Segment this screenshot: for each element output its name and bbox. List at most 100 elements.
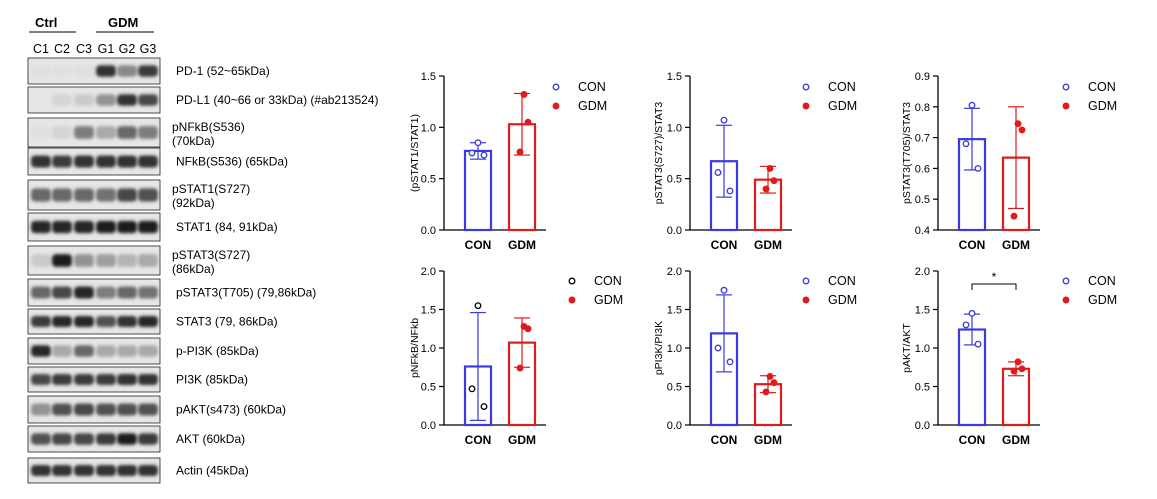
data-point-con: [726, 187, 734, 195]
data-point-con: [714, 169, 722, 176]
lane-label-c1: C1: [33, 42, 49, 56]
y-tick-label: 1.5: [915, 305, 930, 317]
data-point-con: [962, 140, 970, 148]
legend-marker-gdm: [802, 296, 810, 304]
blot-band: [31, 403, 51, 416]
blot-band: [96, 126, 116, 139]
data-point-gdm: [516, 364, 524, 372]
legend-marker-gdm: [1062, 296, 1070, 304]
data-point-con: [974, 164, 982, 172]
data-point-gdm: [524, 118, 532, 126]
blot-band: [74, 188, 94, 202]
chart-5: 0.0 0.5 1.0 1.5 2.0 pPI3K/PI3K CON GDM CON GDM: [653, 266, 857, 447]
legend-marker-gdm: [1062, 102, 1070, 110]
y-axis-label: pNFkB/NFkb: [409, 318, 421, 378]
x-tick-label: CON: [711, 433, 738, 447]
data-point-gdm: [1010, 212, 1018, 220]
x-tick-label: GDM: [508, 433, 536, 447]
blot-band: [138, 254, 158, 267]
chart-2: 0.0 0.5 1.0 1.5 pSTAT3(S727)/STAT3 CON GDM CON G…: [653, 71, 857, 252]
data-point-gdm: [520, 91, 528, 98]
x-tick-label: GDM: [508, 238, 536, 252]
blot-band: [52, 220, 72, 234]
blot-band: [31, 316, 51, 327]
data-point-gdm: [524, 325, 532, 333]
legend-marker-con: [1062, 277, 1070, 285]
lane-label-g2: G2: [119, 42, 136, 56]
blot-band: [117, 155, 137, 168]
x-tick-label: CON: [959, 238, 986, 252]
data-point-con: [480, 151, 488, 159]
data-point-con: [968, 101, 976, 109]
y-tick-label: 1.5: [667, 71, 682, 83]
y-tick-label: 0.9: [915, 71, 930, 83]
y-tick-label: 0.5: [667, 382, 682, 394]
y-tick-label: 0.6: [915, 163, 930, 175]
y-tick-label: 2.0: [421, 266, 436, 278]
legend-label-con: CON: [594, 274, 622, 288]
blot-band: [96, 220, 116, 234]
y-tick-label: 0.7: [915, 133, 930, 145]
x-tick-label: GDM: [1002, 433, 1030, 447]
y-tick-label: 2.0: [915, 266, 930, 278]
y-tick-label: 1.0: [667, 343, 682, 355]
blot-label: AKT (60kDa): [176, 432, 245, 446]
x-tick-label: GDM: [754, 433, 782, 447]
blot-band: [74, 433, 94, 445]
blot-label: pSTAT3(S727): [172, 248, 250, 262]
x-tick-label: CON: [465, 238, 492, 252]
blot-band: [31, 254, 51, 267]
legend-label-gdm: GDM: [1088, 293, 1117, 307]
y-tick-label: 0.0: [421, 225, 436, 237]
blot-band: [96, 433, 116, 445]
blot-label: PI3K (85kDa): [176, 373, 248, 387]
legend-label-gdm: GDM: [828, 99, 857, 113]
group-label-gdm: GDM: [108, 15, 138, 30]
blot-band: [52, 65, 72, 77]
blot-label: PD-1 (52~65kDa): [176, 64, 270, 78]
chart-1: 0.0 0.5 1.0 1.5 (pSTAT1/STAT1) CON GDM CON GDM: [409, 71, 607, 252]
x-tick-label: CON: [711, 238, 738, 252]
data-point-gdm: [1010, 367, 1018, 375]
blot-band: [74, 254, 94, 267]
blot-band: [117, 94, 137, 106]
y-tick-label: 0.5: [915, 194, 930, 206]
y-tick-label: 1.5: [421, 71, 436, 83]
y-tick-label: 1.5: [667, 305, 682, 317]
blot-label: pAKT(s473) (60kDa): [176, 403, 286, 417]
x-tick-label: CON: [959, 433, 986, 447]
blot-label: Actin (45kDa): [176, 464, 249, 478]
bar-con: [463, 149, 493, 232]
data-point-con: [720, 116, 728, 124]
blot-band: [138, 345, 158, 357]
blot-band: [31, 286, 51, 299]
y-tick-label: 0.4: [915, 225, 930, 237]
y-tick-label: 0.0: [667, 225, 682, 237]
data-point-gdm: [770, 379, 778, 387]
blot-band: [52, 316, 72, 327]
data-point-con: [714, 344, 722, 352]
blot-band: [117, 286, 137, 299]
blot-band: [96, 316, 116, 327]
blot-band: [138, 126, 158, 139]
legend-label-con: CON: [828, 80, 856, 94]
blot-label: NFkB(S536) (65kDa): [176, 155, 288, 169]
legend-marker-con: [552, 83, 560, 91]
legend-label-con: CON: [578, 80, 606, 94]
blot-band: [96, 403, 116, 416]
blot-band: [117, 316, 137, 327]
blot-label-kda: (70kDa): [172, 134, 215, 148]
y-tick-label: 2.0: [667, 266, 682, 278]
data-point-gdm: [516, 148, 524, 156]
blot-band: [52, 286, 72, 299]
blot-band: [52, 403, 72, 416]
y-tick-label: 0.5: [421, 382, 436, 394]
blot-band: [74, 345, 94, 357]
y-tick-label: 0.8: [915, 102, 930, 114]
group-label-ctrl: Ctrl: [35, 15, 57, 30]
data-point-con: [474, 139, 482, 147]
blot-band: [96, 188, 116, 202]
data-point-gdm: [1014, 120, 1022, 128]
blot-band: [31, 465, 51, 476]
x-tick-label: GDM: [1002, 238, 1030, 252]
